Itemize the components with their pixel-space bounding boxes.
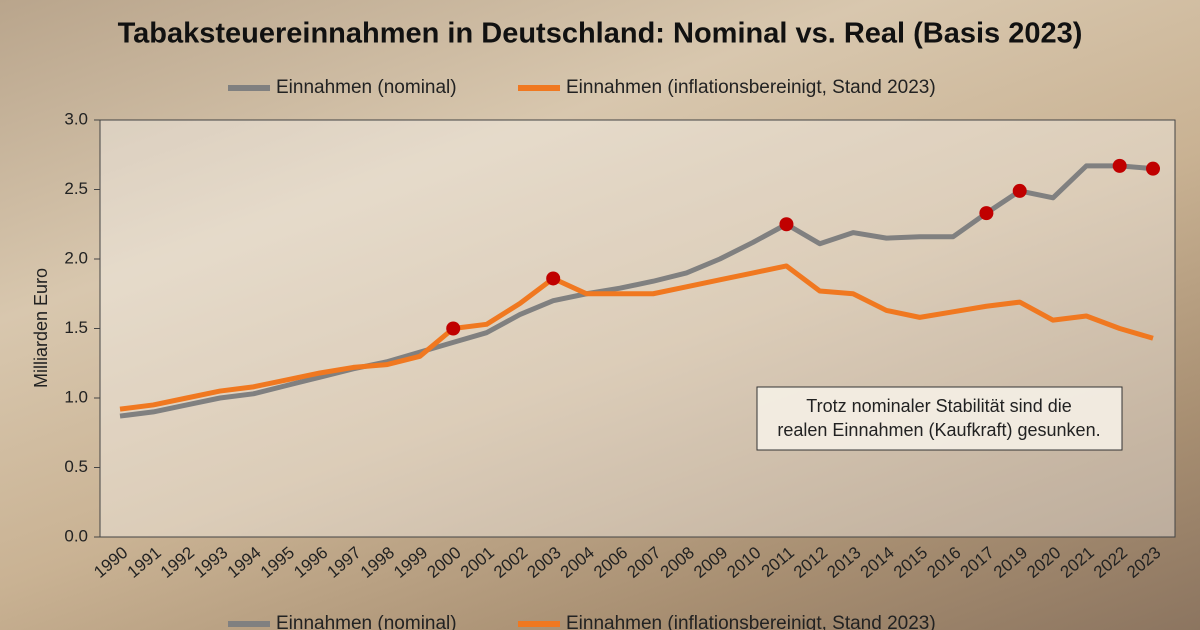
x-tick-label: 2023 [1123,543,1164,582]
annotation-box [756,386,1123,451]
y-tick-label: 2.5 [64,179,88,198]
x-tick-label: 2007 [623,543,664,582]
x-tick-label: 1991 [124,543,165,582]
chart-title: Tabaksteuereinnahmen in Deutschland: Nom… [118,18,1083,50]
x-tick-label: 2016 [923,543,964,582]
highlight-point [779,217,794,232]
x-tick-label: 2006 [590,543,631,582]
y-tick-label: 0.0 [64,526,88,545]
x-tick-label: 2009 [690,543,731,582]
x-tick-label: 2010 [723,543,764,582]
x-tick-label: 1992 [157,543,198,582]
x-tick-label: 2017 [957,543,998,582]
x-tick-label: 2021 [1057,543,1098,582]
legend-label: Einnahmen (inflationsbereinigt, Stand 20… [566,613,936,630]
x-tick-label: 2022 [1090,543,1131,582]
y-tick-label: 3.0 [64,109,88,128]
x-tick-label: 2003 [523,543,564,582]
x-tick-label: 2000 [423,543,464,582]
x-tick-label: 2014 [857,543,898,582]
x-tick-label: 2020 [1023,543,1064,582]
x-tick-label: 1997 [324,543,365,582]
y-axis-label: Milliarden Euro [31,268,51,388]
y-tick-label: 0.5 [64,457,88,476]
x-tick-label: 2012 [790,543,831,582]
highlight-point [1012,183,1027,198]
x-tick-label: 1995 [257,543,298,582]
x-tick-label: 1996 [290,543,331,582]
legend-label: Einnahmen (nominal) [276,77,457,98]
x-tick-label: 2008 [657,543,698,582]
highlight-point [1146,161,1160,176]
plot-area [99,119,1176,538]
legend-label: Einnahmen (nominal) [276,613,457,630]
highlight-point [1112,158,1127,173]
x-tick-label: 2011 [758,543,798,581]
x-tick-label: 1994 [224,543,265,582]
series-line [119,263,1154,412]
legend-label: Einnahmen (inflationsbereinigt, Stand 20… [566,77,936,98]
y-tick-label: 1.0 [64,387,88,406]
highlight-point [446,321,461,336]
x-tick-label: 1993 [190,543,231,582]
x-tick-label: 2013 [823,543,864,582]
x-tick-label: 2015 [890,543,931,582]
x-tick-label: 1998 [357,543,398,582]
x-tick-label: 1999 [390,543,431,582]
x-tick-label: 2004 [557,543,598,582]
annotation: Trotz nominaler Stabilität sind die [806,396,1071,416]
x-tick-label: 2001 [457,543,498,582]
x-tick-label: 2002 [490,543,531,582]
highlight-point [546,271,561,286]
y-tick-label: 2.0 [64,248,88,267]
annotation: realen Einnahmen (Kaufkraft) gesunken. [777,420,1100,440]
highlight-point [979,206,994,221]
y-tick-label: 1.5 [64,318,88,337]
x-tick-label: 2019 [990,543,1031,582]
x-tick-label: 1990 [90,543,131,582]
